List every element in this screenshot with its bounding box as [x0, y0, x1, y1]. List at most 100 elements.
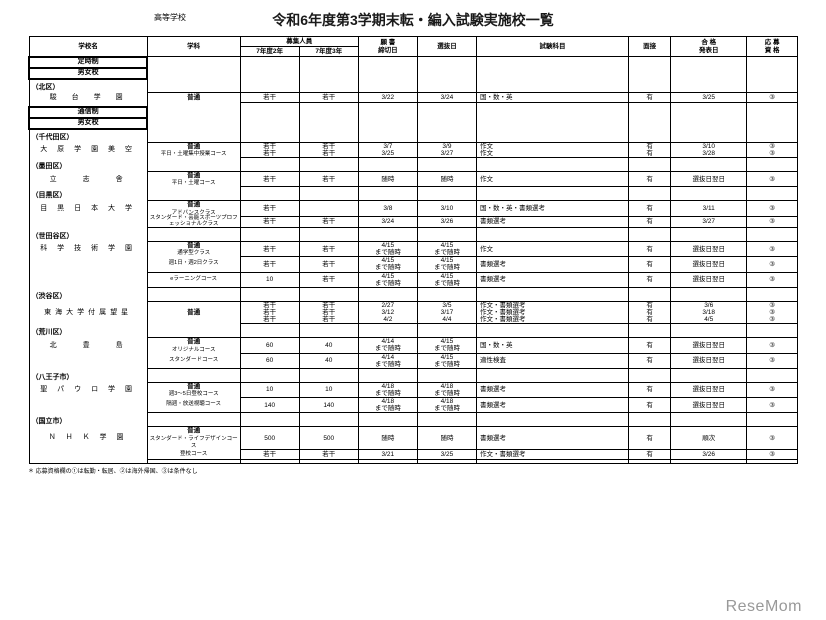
table-row: 登校コース若干若干3/213/25作文・書類選考有3/26③ [29, 450, 798, 460]
footnote: ＊ 応募資格欄の①は転勤・転居、②は海外帰国、③は条件なし [28, 466, 798, 475]
cell: 10 [299, 382, 358, 397]
school-name: 聖 パ ウ ロ 学 園 [29, 382, 147, 397]
cell: 若干 [240, 257, 299, 272]
cell: 選抜日翌日 [671, 242, 747, 257]
appreq-cell: ③ [747, 172, 798, 187]
school-name: 大 原 学 園 美 空 [29, 143, 147, 158]
cell: 有 [629, 201, 671, 216]
cell: 4/14まで随時 [358, 338, 417, 353]
subjects-cell: 国・数・英 [476, 93, 628, 103]
col-r1: 7年度2年 [240, 47, 299, 57]
table-row: 大 原 学 園 美 空普通平日・土曜集中授業コース若干若干若干若干3/73/25… [29, 143, 798, 158]
cell: 4/15まで随時 [417, 272, 476, 287]
dept-sub: スタンダードコース [147, 353, 240, 368]
cell: 2/273/124/2 [358, 301, 417, 323]
cell: 随時 [417, 172, 476, 187]
subjects-cell: 作文 [476, 242, 628, 257]
subjects-cell: 書類選考 [476, 427, 628, 450]
cell: 若干 [240, 450, 299, 460]
cell: 若干 [240, 216, 299, 228]
ward-label: （荒川区） [29, 328, 147, 338]
cell: 若干 [299, 93, 358, 103]
appreq-cell: ③ [747, 242, 798, 257]
appreq-cell: ③ [747, 450, 798, 460]
cell: 3/24 [358, 216, 417, 228]
cell: 3/25 [671, 93, 747, 103]
col-selectday: 選抜日 [417, 37, 476, 57]
school-name: 立 志 舎 [29, 172, 147, 187]
subjects-cell: 書類選考 [476, 257, 628, 272]
schools-table: 学校名学科募集人員願 書締切日選抜日試験科目面接合 格発表日応 募資 格7年度2… [28, 36, 798, 464]
table-row: スタンダードコース60404/14まで随時4/15まで随時適性検査有選抜日翌日③ [29, 353, 798, 368]
appreq-cell: ③ [747, 272, 798, 287]
col-dept: 学科 [147, 37, 240, 57]
subjects-cell: 作文作文 [476, 143, 628, 158]
cell: 3/8 [358, 201, 417, 216]
col-r2: 7年度3年 [299, 47, 358, 57]
cell: 若干若干若干 [299, 301, 358, 323]
appreq-cell: ③③ [747, 143, 798, 158]
cell: 60 [240, 338, 299, 353]
cell: 若干 [240, 242, 299, 257]
cell: 3/22 [358, 93, 417, 103]
appreq-cell: ③ [747, 216, 798, 228]
cell: 4/15まで随時 [417, 338, 476, 353]
school-name: 駿 台 学 園 [29, 93, 147, 103]
subjects-cell: 適性検査 [476, 353, 628, 368]
dept: 普通 [147, 301, 240, 323]
cell: 若干 [240, 93, 299, 103]
cell: 有 [629, 172, 671, 187]
cell: 3/11 [671, 201, 747, 216]
subjects-cell: 国・数・英 [476, 338, 628, 353]
cell: 若干若干若干 [240, 301, 299, 323]
cell: 3/24 [417, 93, 476, 103]
cell: 若干 [299, 272, 358, 287]
cell: 有 [629, 257, 671, 272]
appreq-cell: ③ [747, 338, 798, 353]
cell: 有 [629, 382, 671, 397]
cell: 4/15まで随時 [417, 257, 476, 272]
appreq-cell: ③ [747, 353, 798, 368]
cell: 3/26 [417, 216, 476, 228]
cell: 140 [240, 398, 299, 413]
cell: 3/103/28 [671, 143, 747, 158]
subjects-cell: 書類選考 [476, 398, 628, 413]
cell: 3/26 [671, 450, 747, 460]
ward-label: （渋谷区） [29, 291, 147, 301]
col-subjects: 試験科目 [476, 37, 628, 57]
section-header: 男女校 [29, 118, 147, 129]
top-label: 高等学校 [154, 12, 186, 23]
cell: 3/63/184/5 [671, 301, 747, 323]
cell: 随時 [417, 427, 476, 450]
document-page: 高等学校 令和6年度第3学期末転・編入試験実施校一覧 学校名学科募集人員願 書締… [0, 0, 826, 620]
subjects-cell: 作文 [476, 172, 628, 187]
cell: 有 [629, 398, 671, 413]
dept-sub: スタンダード・芸能スポーツプロフェッショナルクラス [147, 216, 240, 228]
cell: 3/93/27 [417, 143, 476, 158]
cell: 500 [299, 427, 358, 450]
dept-sub: 隔週・放送視聴コース [147, 398, 240, 413]
table-row: 東海大学付属望星普通若干若干若干若干若干若干2/273/124/23/53/17… [29, 301, 798, 323]
cell: 4/18まで随時 [417, 398, 476, 413]
table-row: Ｎ Ｈ Ｋ 学 園普通スタンダード・ライフデザインコース500500随時随時書類… [29, 427, 798, 450]
cell: 40 [299, 338, 358, 353]
cell: 4/14まで随時 [358, 353, 417, 368]
subjects-cell: 国・数・英・書類選考 [476, 201, 628, 216]
cell: 有 [629, 427, 671, 450]
dept: 普通 [147, 93, 240, 103]
dept-sub: 登校コース [147, 450, 240, 460]
cell: 3/21 [358, 450, 417, 460]
table-row: 隔週・放送視聴コース1401404/18まで随時4/18まで随時書類選考有選抜日… [29, 398, 798, 413]
cell: 若干若干 [240, 143, 299, 158]
cell: 有 [629, 353, 671, 368]
section-header: 男女校 [29, 68, 147, 79]
school-name: 北 豊 島 [29, 338, 147, 353]
cell: 選抜日翌日 [671, 257, 747, 272]
cell: 有有有 [629, 301, 671, 323]
cell: 有 [629, 216, 671, 228]
cell: 有 [629, 242, 671, 257]
dept: 普通週3～5日登校コース [147, 382, 240, 397]
subjects-cell: 書類選考 [476, 272, 628, 287]
cell: 若干 [299, 257, 358, 272]
cell: 若干 [299, 216, 358, 228]
